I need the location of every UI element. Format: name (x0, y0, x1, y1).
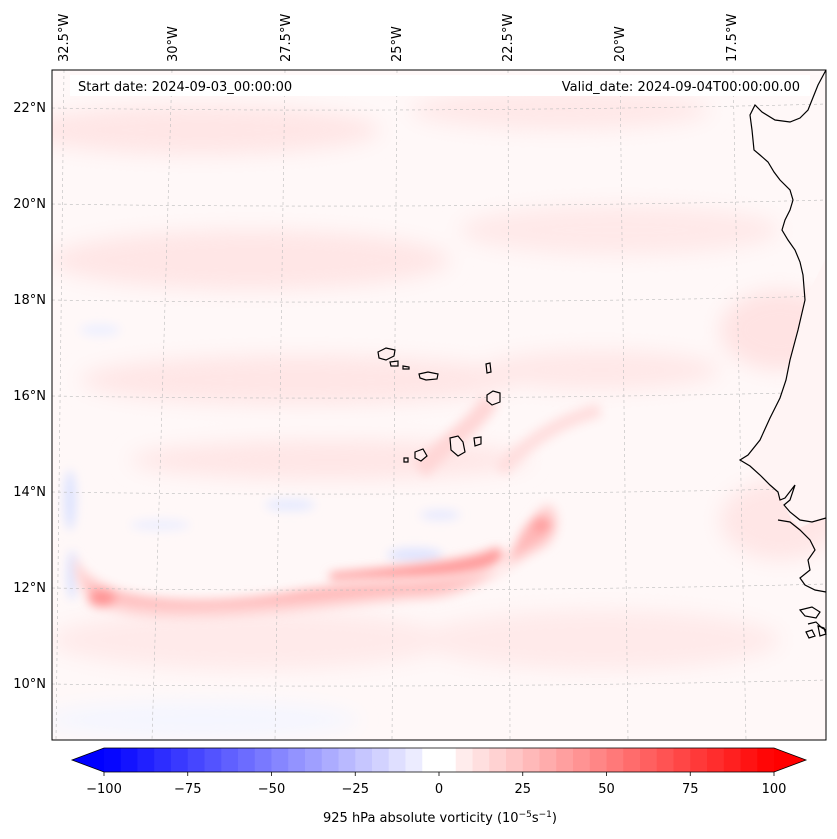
cb-tick-label: 50 (598, 782, 615, 797)
cb-tick-label: −75 (174, 782, 201, 797)
colorbar-cell (305, 748, 323, 772)
colorbar-cell (690, 748, 708, 772)
cb-tick-label: 100 (762, 782, 787, 797)
colorbar-cell (288, 748, 306, 772)
cb-tick-label: 0 (435, 782, 443, 797)
colorbar-cell (522, 748, 541, 772)
colorbar-cell (740, 748, 758, 772)
lat-label-12n: 12°N (13, 581, 46, 596)
colorbar-cell (556, 748, 574, 772)
colorbar-cell (472, 748, 490, 772)
lon-label-22-5w: 22.5°W (501, 14, 516, 62)
colorbar-cell (388, 748, 407, 772)
lat-label-20n: 20°N (13, 197, 46, 212)
colorbar-cell (204, 748, 222, 772)
start-date-label: Start date: 2024-09-03_00:00:00 (78, 80, 292, 95)
colorbar-cell (372, 748, 390, 772)
lat-label-16n: 16°N (13, 389, 46, 404)
colorbar-cell (321, 748, 340, 772)
colorbar-cell (254, 748, 273, 772)
colorbar-cell (757, 748, 775, 772)
vorticity-field (52, 90, 826, 738)
colorbar-cell (187, 748, 206, 772)
colorbar-cell (606, 748, 624, 772)
colorbar-tick-labels: −100 −75 −50 −25 0 25 50 75 100 (86, 782, 786, 797)
colorbar-cell (707, 748, 725, 772)
lon-label-30w: 30°W (166, 26, 181, 62)
colorbar-cell (120, 748, 139, 772)
cb-tick-label: 75 (682, 782, 699, 797)
colorbar-cell (338, 748, 356, 772)
colorbar-cell (455, 748, 474, 772)
colorbar-extend-max (774, 748, 806, 772)
colorbar-cell (673, 748, 691, 772)
colorbar-cell (355, 748, 373, 772)
colorbar-cell (221, 748, 239, 772)
colorbar: −100 −75 −50 −25 0 25 50 75 100 925 hPa … (70, 747, 808, 826)
lon-label-20w: 20°W (613, 26, 628, 62)
colorbar-cell (238, 748, 256, 772)
lat-label-14n: 14°N (13, 485, 46, 500)
colorbar-cell (171, 748, 189, 772)
lon-label-25w: 25°W (390, 26, 405, 62)
cb-tick-label: −100 (86, 782, 122, 797)
negative-vorticity-patches (64, 324, 460, 600)
colorbar-cell (656, 748, 675, 772)
lon-label-17-5w: 17.5°W (725, 14, 740, 62)
african-coastline (738, 69, 827, 740)
colorbar-cells (104, 748, 775, 772)
lat-label-22n: 22°N (13, 101, 46, 116)
cape-verde-islands (377, 347, 501, 463)
colorbar-cell (137, 748, 155, 772)
map-frame (51, 69, 827, 741)
colorbar-cell (154, 748, 172, 772)
colorbar-cell (489, 748, 507, 772)
colorbar-cell (723, 748, 742, 772)
colorbar-label: 925 hPa absolute vorticity (10−5s−1) (323, 810, 557, 826)
cb-tick-label: −25 (342, 782, 369, 797)
colorbar-cell (104, 748, 122, 772)
cb-tick-label: −50 (258, 782, 285, 797)
colorbar-cell (623, 748, 641, 772)
lat-label-10n: 10°N (13, 677, 46, 692)
colorbar-cell (573, 748, 591, 772)
colorbar-ticks (103, 772, 775, 776)
graticule (52, 70, 826, 740)
map-panel: Start date: 2024-09-03_00:00:00 Valid_da… (51, 69, 827, 741)
colorbar-cell (405, 748, 423, 772)
colorbar-extend-min (72, 748, 104, 772)
colorbar-cell (506, 748, 524, 772)
colorbar-cell (439, 748, 457, 772)
lat-label-18n: 18°N (13, 293, 46, 308)
colorbar-cell (422, 748, 440, 772)
colorbar-cell (539, 748, 557, 772)
colorbar-cell (640, 748, 658, 772)
latitude-labels: 22°N 20°N 18°N 16°N 14°N 12°N 10°N (13, 101, 46, 692)
cb-tick-label: 25 (514, 782, 531, 797)
colorbar-cell (271, 748, 289, 772)
lon-label-27-5w: 27.5°W (279, 14, 294, 62)
colorbar-cell (589, 748, 608, 772)
date-info-box (70, 75, 810, 96)
longitude-labels: 32.5°W 30°W 27.5°W 25°W 22.5°W 20°W 17.5… (57, 14, 740, 62)
valid-date-label: Valid_date: 2024-09-04T00:00:00.00 (562, 80, 800, 95)
lon-label-32-5w: 32.5°W (57, 14, 72, 62)
